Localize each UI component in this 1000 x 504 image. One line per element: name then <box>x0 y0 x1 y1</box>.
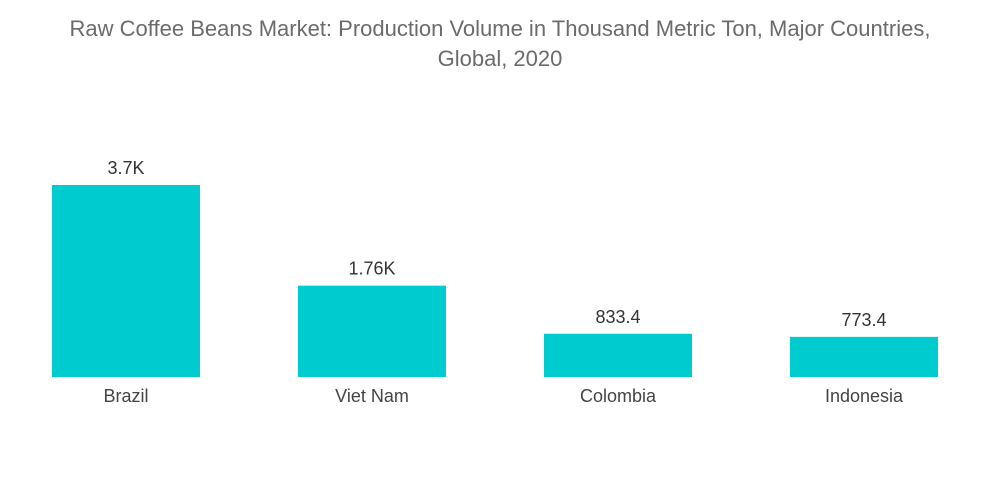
bar-viet-nam <box>298 285 446 377</box>
x-tick-label-colombia: Colombia <box>580 386 657 406</box>
data-label-brazil: 3.7K <box>107 158 144 178</box>
bar-colombia <box>544 333 692 377</box>
chart-title-line-1: Raw Coffee Beans Market: Production Volu… <box>69 16 931 41</box>
value-labels-layer: 3.7K 1.76K 833.4 773.4 <box>107 158 886 330</box>
data-label-viet-nam: 1.76K <box>348 259 395 279</box>
bar-indonesia <box>790 336 938 377</box>
x-tick-labels: Brazil Viet Nam Colombia Indonesia <box>103 386 904 406</box>
data-label-colombia: 833.4 <box>595 307 640 327</box>
x-tick-label-brazil: Brazil <box>103 386 148 406</box>
x-tick-label-indonesia: Indonesia <box>825 386 904 406</box>
bars-layer <box>52 185 938 377</box>
x-tick-label-viet-nam: Viet Nam <box>335 386 409 406</box>
chart-title: Raw Coffee Beans Market: Production Volu… <box>0 14 1000 74</box>
data-label-indonesia: 773.4 <box>841 310 886 330</box>
chart-title-line-2: Global, 2020 <box>437 46 563 71</box>
bar-brazil <box>52 185 200 377</box>
